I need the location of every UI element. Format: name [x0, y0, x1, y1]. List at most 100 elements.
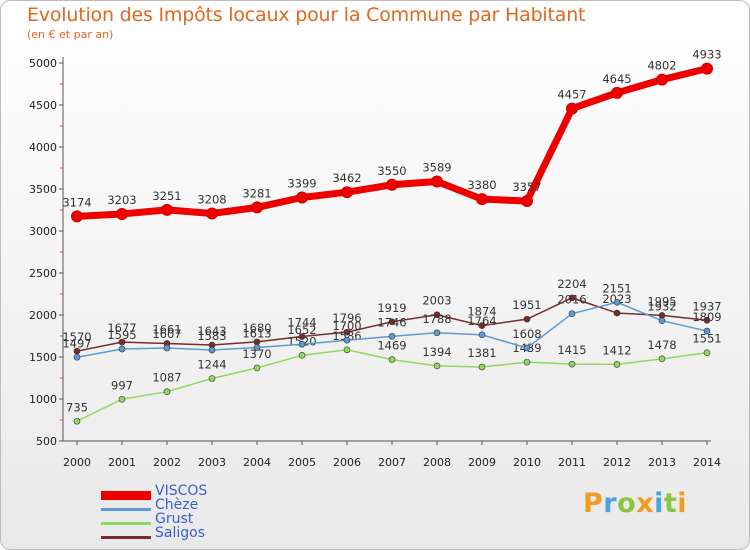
data-label-chze: 1595 [107, 328, 136, 342]
data-point-viscos [431, 175, 443, 188]
data-label-saligos: 1680 [242, 321, 271, 335]
data-point-chze [208, 346, 216, 354]
data-point-saligos [568, 294, 576, 302]
data-label-grust: 1412 [602, 343, 631, 357]
proxiti-logo: Proxiti [583, 488, 687, 519]
y-tick-label: 2000 [29, 309, 57, 322]
data-label-grust: 1469 [377, 339, 406, 353]
data-point-grust [523, 358, 531, 366]
logo-letter: P [583, 488, 604, 519]
data-point-grust [478, 363, 486, 371]
data-label-grust: 1551 [692, 332, 721, 346]
logo-letter: i [654, 488, 664, 519]
data-label-grust: 1478 [647, 338, 676, 352]
legend: VISCOS Chèze Grust Saligos [101, 483, 301, 542]
legend-label-viscos: VISCOS [155, 483, 208, 499]
x-tick-label: 2005 [288, 456, 316, 469]
data-point-viscos [476, 193, 488, 206]
data-point-viscos [566, 102, 578, 115]
data-point-viscos [656, 73, 668, 86]
data-label-saligos: 2204 [557, 277, 586, 291]
data-label-chze: 1932 [647, 300, 676, 314]
x-tick-label: 2003 [198, 456, 226, 469]
data-label-viscos: 3357 [512, 180, 541, 194]
y-tick-label: 3000 [29, 225, 57, 238]
logo-letter: t [663, 488, 678, 519]
legend-label-saligos: Saligos [155, 525, 205, 541]
legend-swatch-cheze [101, 508, 151, 511]
data-point-grust [253, 364, 261, 372]
data-label-viscos: 3399 [287, 176, 316, 190]
data-label-chze: 1809 [692, 310, 721, 324]
data-point-viscos [251, 201, 263, 214]
data-label-saligos: 2003 [422, 294, 451, 308]
data-point-viscos [341, 186, 353, 199]
data-point-chze [253, 344, 261, 351]
data-point-grust [388, 356, 396, 363]
legend-label-cheze: Chèze [155, 497, 199, 513]
x-tick-label: 2008 [423, 456, 451, 469]
x-tick-label: 2004 [243, 456, 271, 469]
data-point-chze [568, 310, 576, 317]
data-label-grust: 1415 [557, 343, 586, 357]
data-label-viscos: 4457 [557, 88, 586, 102]
x-tick-label: 2011 [558, 456, 586, 469]
data-point-saligos [433, 311, 441, 319]
y-tick-label: 5000 [29, 57, 57, 70]
y-tick-label: 1500 [29, 351, 57, 364]
data-point-chze [343, 336, 351, 344]
data-label-viscos: 3251 [152, 189, 181, 203]
data-point-saligos [343, 328, 351, 336]
data-label-chze: 1583 [197, 329, 226, 343]
data-point-saligos [298, 333, 306, 340]
data-label-chze: 2016 [557, 293, 586, 307]
legend-label-grust: Grust [155, 511, 194, 527]
data-point-saligos [118, 338, 126, 346]
logo-letter: x [636, 488, 655, 519]
data-label-viscos: 4645 [602, 72, 631, 86]
data-point-viscos [611, 86, 623, 99]
data-point-viscos [386, 178, 398, 191]
data-label-saligos: 1570 [62, 330, 91, 344]
data-label-viscos: 3550 [377, 164, 406, 178]
data-point-chze [298, 340, 306, 348]
data-label-saligos: 1744 [287, 316, 316, 330]
data-label-saligos: 1874 [467, 305, 496, 319]
legend-item-grust: Grust [101, 511, 301, 528]
data-label-chze: 1607 [152, 327, 181, 341]
data-label-grust: 1394 [422, 345, 451, 359]
data-point-viscos [701, 62, 713, 75]
legend-item-viscos: VISCOS [101, 483, 301, 500]
data-point-grust [433, 362, 441, 370]
data-label-chze: 1613 [242, 327, 271, 341]
data-label-chze: 1497 [62, 336, 91, 350]
x-tick-label: 2002 [153, 456, 181, 469]
data-label-saligos: 1951 [512, 298, 541, 312]
y-tick-label: 3500 [29, 183, 57, 196]
x-tick-label: 2012 [603, 456, 631, 469]
data-label-viscos: 3281 [242, 186, 271, 200]
data-label-grust: 735 [66, 400, 88, 414]
y-tick-label: 4000 [29, 141, 57, 154]
data-point-saligos [703, 316, 711, 324]
data-point-viscos [296, 191, 308, 204]
data-label-chze: 1788 [422, 312, 451, 326]
data-label-saligos: 1661 [152, 322, 181, 336]
data-point-saligos [523, 315, 531, 323]
chart-subtitle: (en € et par an) [27, 28, 114, 41]
data-point-grust [118, 395, 126, 403]
data-label-viscos: 3208 [197, 193, 226, 207]
data-point-viscos [206, 207, 218, 220]
data-label-chze: 1652 [287, 323, 316, 337]
data-label-viscos: 4802 [647, 59, 676, 73]
data-point-chze [388, 333, 396, 340]
data-label-saligos: 1677 [107, 321, 136, 335]
data-point-chze [703, 327, 711, 335]
data-label-saligos: 1796 [332, 311, 361, 325]
data-label-viscos: 3203 [107, 193, 136, 207]
y-tick-label: 4500 [29, 99, 57, 112]
x-tick-label: 2006 [333, 456, 361, 469]
data-point-saligos [388, 318, 396, 326]
